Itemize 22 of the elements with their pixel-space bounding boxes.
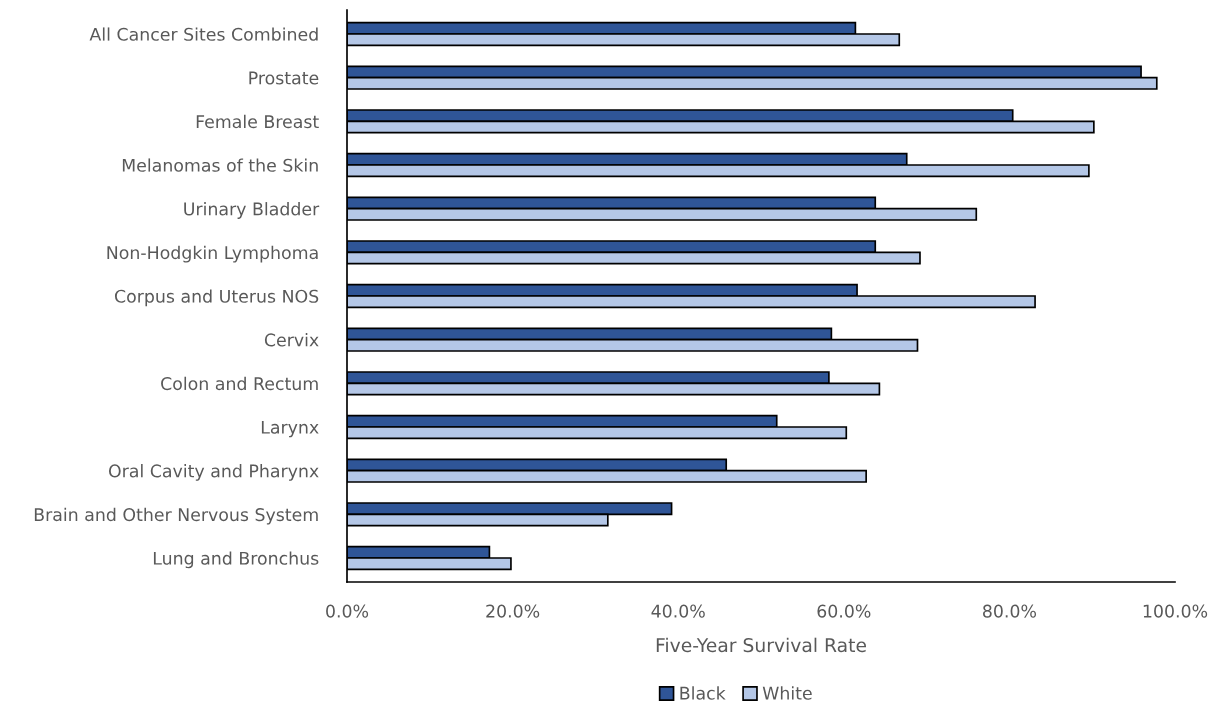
x-tick-label: 40.0% (651, 604, 705, 618)
y-tick-label: Female Breast (196, 114, 319, 129)
x-tick-label: 100.0% (1143, 604, 1208, 618)
x-tick-label: 0.0% (326, 604, 369, 618)
y-tick-label: Brain and Other Nervous System (34, 507, 318, 525)
x-tick-label: 60.0% (817, 604, 871, 618)
y-tick-label: Non-Hodgkin Lymphoma (107, 245, 318, 263)
y-tick-label: Colon and Rectum (161, 376, 318, 391)
legend-label: White (762, 686, 812, 700)
y-tick-label: Melanomas of the Skin (122, 158, 318, 172)
legend-label: Black (680, 686, 726, 700)
y-tick-label: Corpus and Uterus NOS (114, 289, 319, 307)
y-tick-label: Prostate (249, 71, 319, 85)
y-tick-label: Lung and Bronchus (153, 551, 319, 569)
y-tick-label: All Cancer Sites Combined (89, 27, 318, 41)
y-tick-label: Cervix (264, 333, 319, 347)
x-axis-title: Five-Year Survival Rate (656, 637, 867, 653)
y-tick-label: Urinary Bladder (184, 202, 320, 219)
x-tick-label: 80.0% (983, 604, 1037, 618)
x-tick-label: 20.0% (486, 604, 540, 618)
y-tick-label: Oral Cavity and Pharynx (108, 464, 319, 481)
y-tick-label: Larynx (261, 420, 319, 438)
